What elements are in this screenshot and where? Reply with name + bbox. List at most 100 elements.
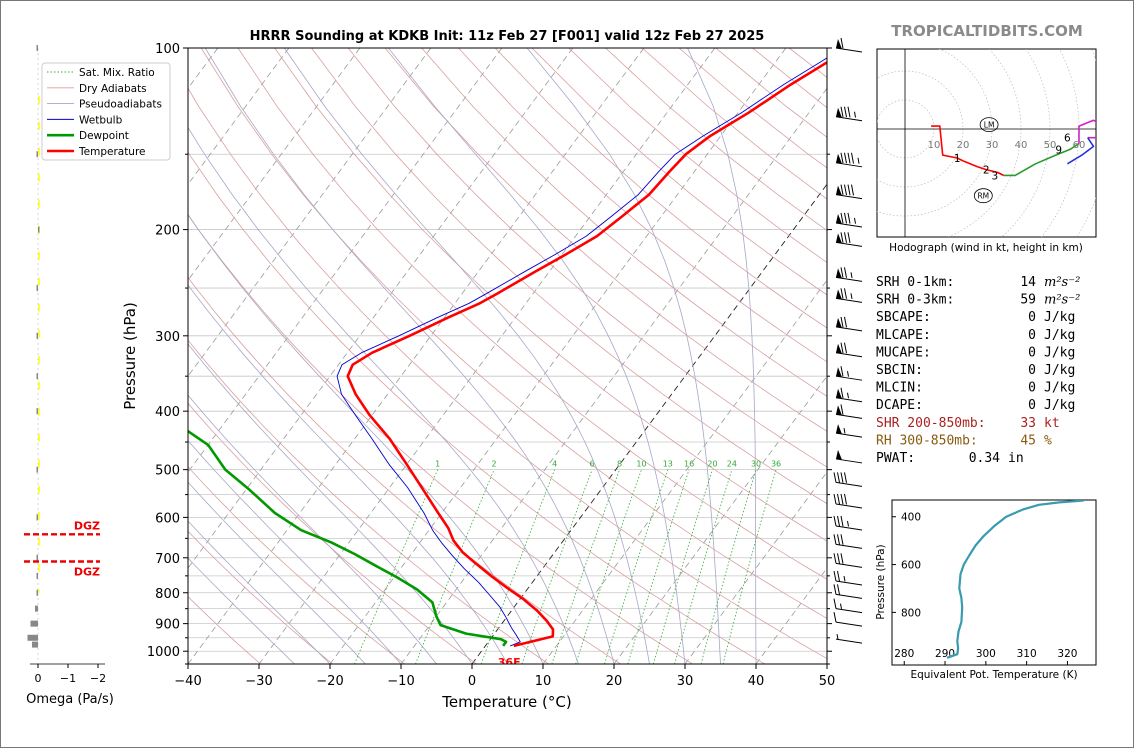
barb-flag (833, 493, 837, 505)
barb-pennant (836, 317, 842, 328)
index-unit: J/kg (1044, 381, 1075, 396)
omega-bar (32, 641, 38, 648)
barb-flag (837, 570, 840, 582)
pressure-tick-label: 800 (155, 587, 180, 602)
barb-pennant (836, 268, 842, 279)
isotherm-line (471, 183, 827, 664)
wind-barb (835, 267, 863, 282)
barb-half-flag (836, 634, 839, 640)
barb-flag (840, 316, 844, 328)
omega-tick-label: 0 (35, 672, 42, 685)
wind-barbs (833, 37, 863, 644)
index-label: PWAT: (876, 451, 915, 466)
mixing-ratio-line (521, 469, 593, 664)
temp-tick-label: 10 (535, 674, 552, 689)
wind-barb (835, 342, 863, 358)
omega-bar (36, 45, 38, 51)
barb-half-flag (850, 272, 853, 279)
pseudoadiabat-line (283, 48, 650, 664)
barb-flag (837, 472, 840, 483)
barb-pennant (836, 343, 842, 354)
thetae-ytick-label: 600 (901, 560, 921, 572)
barb-staff (835, 503, 863, 509)
barb-flag (844, 316, 847, 328)
barb-pennant (836, 449, 842, 460)
pressure-tick-label: 200 (155, 224, 180, 239)
hodograph-segment (1066, 137, 1095, 165)
mixing-ratio-line (722, 469, 777, 664)
mixing-ratio-line (674, 469, 733, 664)
barb-flag (833, 570, 837, 582)
index-value: 45 (1020, 433, 1036, 448)
index-label: SBCAPE: (876, 310, 931, 325)
index-unit: % (1044, 433, 1052, 448)
wind-barb (835, 387, 863, 403)
temp-tick-label: 40 (748, 674, 765, 689)
index-value: 0 (1028, 345, 1036, 360)
barb-flag (833, 584, 837, 595)
barb-half-flag (847, 371, 849, 377)
wind-barb (835, 366, 863, 381)
barb-flag (837, 534, 840, 545)
dry-adiabat-line (188, 151, 765, 664)
dry-adiabat-line (458, 48, 827, 363)
isotherm-line (329, 48, 787, 664)
barb-flag (840, 288, 844, 299)
isotherm-line (188, 48, 432, 377)
dry-adiabat-line (188, 214, 693, 664)
barb-flag (833, 515, 837, 527)
barb-flag (840, 37, 844, 49)
barb-flag (840, 184, 844, 196)
barb-pennant (836, 388, 842, 399)
storm-motion-label: RM (977, 192, 989, 201)
pressure-tick-label: 700 (155, 552, 180, 567)
storm-motion-marker (979, 117, 999, 133)
barb-flag (844, 288, 847, 299)
index-label: MUCAPE: (876, 345, 931, 360)
surface-temp-label: 36F (498, 656, 521, 669)
thetae-xtick-label: 310 (1017, 648, 1037, 660)
omega-bar (36, 466, 38, 473)
mixing-ratio-line (627, 469, 690, 664)
pseudoadiabat-line (687, 48, 757, 664)
mixing-ratio-label: 16 (684, 460, 694, 469)
thetae-frame (891, 499, 1097, 666)
barb-pennant (836, 233, 842, 244)
pseudoadiabat-line (188, 557, 295, 664)
omega-bar (36, 554, 38, 561)
index-value: 0.34 (969, 451, 1000, 466)
hodograph-segment (962, 160, 1004, 177)
isotherm-line (400, 87, 827, 664)
wind-barb (833, 534, 863, 549)
barb-flag (840, 553, 844, 564)
barb-flag (840, 152, 844, 164)
skewt-legend: Sat. Mix. Ratio Dry Adiabats Pseudoadiabat… (41, 62, 171, 161)
indices-table: SRH 0-1km: 14 m²s⁻² SRH 0-3km: 59 m²s⁻² SBCAPE… (876, 275, 1080, 466)
barb-flag (840, 106, 844, 118)
barb-staff (835, 525, 863, 531)
barb-flag (837, 493, 840, 505)
barb-half-flag (854, 111, 856, 118)
barb-half-flag (854, 217, 856, 224)
hodograph-frame (876, 48, 1097, 238)
skewt-xlabel: Temperature (°C) (441, 693, 571, 711)
index-unit: J/kg (1044, 328, 1075, 343)
index-value: 0 (1028, 310, 1036, 325)
barb-staff (835, 638, 863, 644)
isotherm-line (188, 48, 645, 664)
wind-barb (835, 37, 863, 53)
omega-panel: 0 −1 −2 DGZ DGZ (24, 45, 106, 685)
legend-wetbulb-label: Wetbulb (79, 114, 123, 126)
wind-barb (833, 598, 863, 614)
mixing-ratio-line (480, 469, 555, 664)
thetae-ytick-label: 400 (901, 512, 921, 524)
mixing-ratio-label: 13 (663, 460, 673, 469)
barb-flag (840, 366, 844, 377)
hodograph-plot: 10 20 30 40 50 60 1 2 3 69 LM RM (877, 49, 1096, 237)
mixing-ratio-line (604, 469, 669, 664)
wind-barb (833, 612, 863, 627)
index-unit: kt (1044, 416, 1060, 431)
index-row: SHR 200-850mb: 33 kt (876, 416, 1060, 431)
index-label: SHR 200-850mb: (876, 416, 986, 431)
omega-tick-label: −2 (90, 672, 106, 685)
